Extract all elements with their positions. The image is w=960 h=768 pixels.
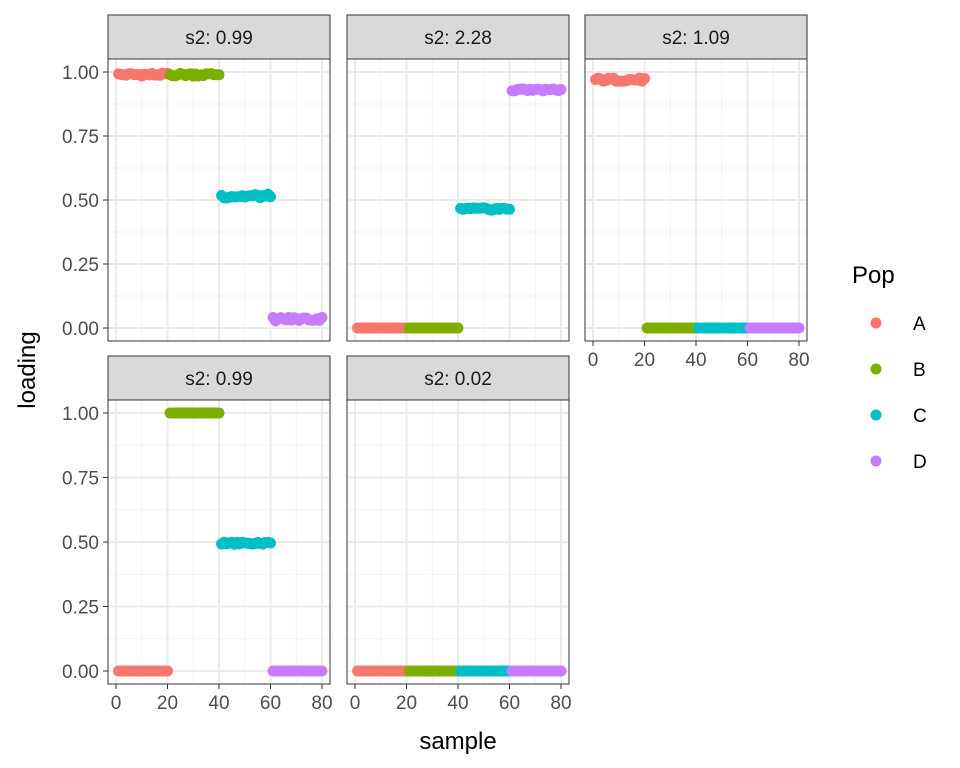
legend-key — [870, 455, 882, 467]
legend-key — [870, 317, 882, 329]
facet-panel: s2: 1.09 0 20 40 60 80 — [584, 14, 810, 371]
data-point — [162, 665, 173, 677]
data-point — [555, 83, 567, 95]
facet-panel: s2: 0.99 0.00 0.25 0.50 0.75 1.00 — [62, 14, 331, 342]
x-tick-label: 60 — [499, 693, 520, 714]
data-point — [316, 665, 328, 677]
x-tick-label: 80 — [311, 693, 332, 714]
x-tick-label: 0 — [588, 350, 599, 371]
x-axis-title: sample — [419, 728, 496, 755]
legend-label: D — [913, 452, 927, 473]
y-tick-label: 0.75 — [62, 127, 99, 148]
x-tick-label: 20 — [396, 693, 417, 714]
data-point — [213, 407, 225, 419]
data-point — [639, 73, 650, 85]
y-tick-label: 0.75 — [62, 469, 99, 490]
facet-strip-label: s2: 2.28 — [424, 28, 492, 49]
x-tick-label: 20 — [634, 350, 655, 371]
legend-key — [870, 363, 882, 375]
x-tick-label: 40 — [208, 693, 229, 714]
data-point — [555, 665, 567, 677]
legend: A B C D — [870, 314, 927, 473]
data-point — [504, 203, 515, 215]
y-tick-label: 0.25 — [62, 255, 99, 276]
facet-strip — [107, 14, 331, 60]
data-point — [316, 312, 328, 324]
facet-strip-label: s2: 0.99 — [185, 28, 253, 49]
facet-strip-label: s2: 0.99 — [185, 369, 253, 390]
data-point — [265, 191, 276, 203]
facet-strip-label: s2: 1.09 — [662, 28, 730, 49]
facet-panel: s2: 0.02 0 20 40 60 80 — [346, 355, 572, 714]
x-tick-label: 80 — [788, 350, 809, 371]
legend-title: Pop — [852, 262, 895, 289]
y-tick-label: 0.50 — [62, 191, 99, 212]
facet-panel: s2: 0.99 0.00 0.25 0.50 0.75 1.00 0 20 40 60 80 — [62, 355, 333, 714]
facet-strip — [346, 355, 570, 401]
x-tick-label: 0 — [111, 693, 122, 714]
y-tick-label: 1.00 — [62, 63, 99, 84]
facet-strip — [107, 355, 331, 401]
data-point — [213, 69, 225, 81]
x-tick-label: 80 — [550, 693, 571, 714]
legend-key — [870, 409, 882, 421]
x-tick-label: 0 — [350, 693, 361, 714]
y-axis-title: loading — [14, 331, 41, 408]
legend-label: B — [913, 360, 926, 381]
data-point — [265, 537, 276, 549]
facet-strip — [584, 14, 808, 60]
data-point — [793, 322, 805, 334]
legend-label: C — [913, 406, 927, 427]
x-tick-label: 60 — [260, 693, 281, 714]
data-point — [452, 322, 464, 334]
x-tick-label: 40 — [685, 350, 706, 371]
legend-label: A — [913, 314, 926, 335]
y-tick-label: 0.00 — [62, 319, 99, 340]
facet-strip-label: s2: 0.02 — [424, 369, 492, 390]
y-tick-label: 0.25 — [62, 598, 99, 619]
y-tick-label: 1.00 — [62, 404, 99, 425]
x-tick-label: 40 — [447, 693, 468, 714]
x-tick-label: 20 — [157, 693, 178, 714]
facet-strip — [346, 14, 570, 60]
panel-border — [346, 58, 570, 342]
x-tick-label: 60 — [737, 350, 758, 371]
y-tick-label: 0.50 — [62, 533, 99, 554]
y-tick-label: 0.00 — [62, 662, 99, 683]
facet-panel: s2: 2.28 — [346, 14, 570, 342]
